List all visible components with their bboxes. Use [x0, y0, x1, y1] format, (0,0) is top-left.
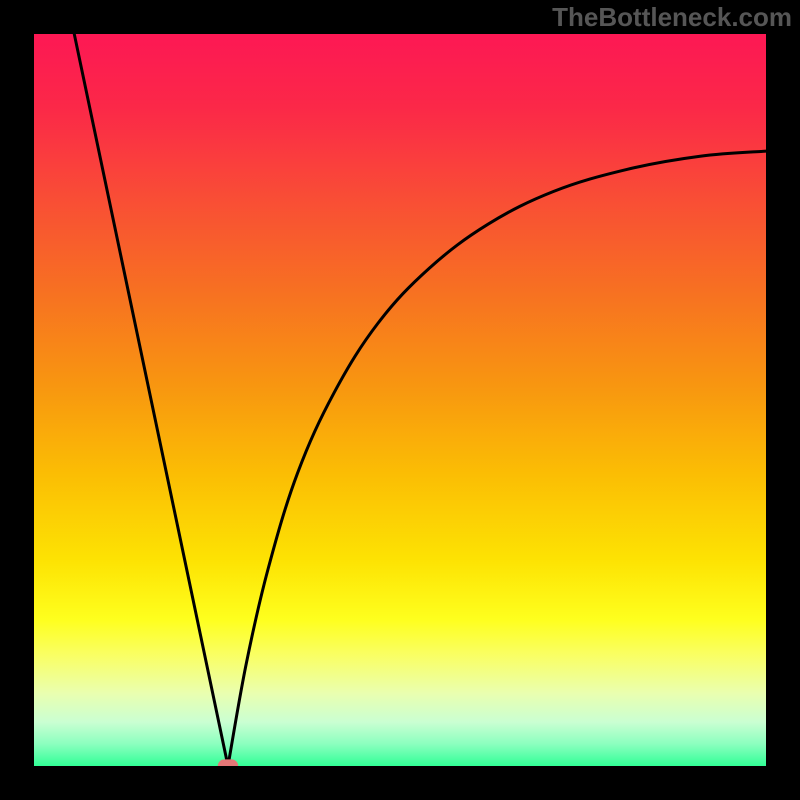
watermark-text: TheBottleneck.com [552, 2, 792, 33]
bottleneck-chart [34, 34, 766, 766]
chart-gradient-background [34, 34, 766, 766]
